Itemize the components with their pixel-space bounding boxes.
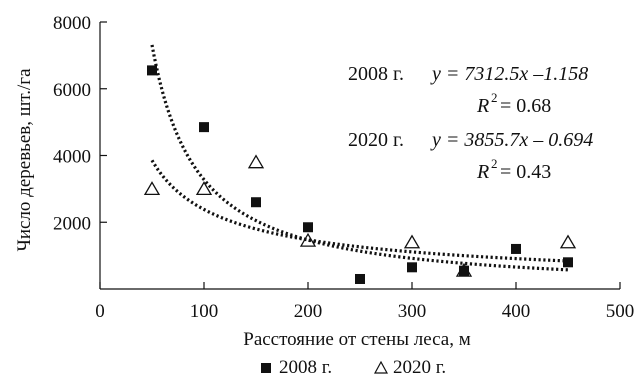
y-ticks: 2000 4000 6000 8000 xyxy=(53,13,107,234)
trend-line-2020 xyxy=(150,159,569,263)
point-2020 xyxy=(195,181,213,196)
point-2008 xyxy=(407,262,417,273)
svg-text:y = 3855.7x – 0.694: y = 3855.7x – 0.694 xyxy=(430,129,593,151)
point-2020 xyxy=(247,154,265,169)
point-2008 xyxy=(563,257,573,268)
legend: 2008 г. 2020 г. xyxy=(261,357,446,378)
x-tick-label: 200 xyxy=(294,301,323,322)
point-2020 xyxy=(299,232,317,247)
point-2008 xyxy=(251,197,261,208)
y-axis-title: Число деревьев, шт./га xyxy=(14,68,35,252)
equation-2020: 2020 г. y = 3855.7x – 0.694 R 2 = 0.43 xyxy=(348,129,593,183)
point-2020 xyxy=(559,234,577,249)
equation-2008: 2008 г. y = 7312.5x –1.158 R 2 = 0.68 xyxy=(348,63,588,117)
x-tick-label: 0 xyxy=(95,301,105,322)
svg-text:2020 г.: 2020 г. xyxy=(348,129,404,151)
data-points xyxy=(143,65,577,284)
svg-text:R: R xyxy=(476,95,489,117)
y-tick-label: 4000 xyxy=(53,147,91,168)
x-tick-label: 300 xyxy=(398,301,427,322)
point-2008 xyxy=(355,273,365,284)
x-axis-title: Расстояние от стены леса, м xyxy=(243,329,470,350)
y-tick-label: 2000 xyxy=(53,213,91,234)
trend-lines xyxy=(150,44,569,272)
legend-label-2008: 2008 г. xyxy=(279,357,332,378)
svg-text:y = 7312.5x –1.158: y = 7312.5x –1.158 xyxy=(430,63,588,85)
point-2008 xyxy=(147,65,157,76)
point-2008 xyxy=(199,122,209,133)
y-tick-label: 6000 xyxy=(53,80,91,101)
legend-label-2020: 2020 г. xyxy=(393,357,446,378)
point-2020 xyxy=(403,234,421,249)
x-tick-label: 100 xyxy=(190,301,219,322)
svg-text:2: 2 xyxy=(491,90,498,105)
point-2008 xyxy=(303,222,313,233)
svg-text:R: R xyxy=(476,161,489,183)
legend-marker-2008 xyxy=(261,363,271,373)
point-2008 xyxy=(459,265,469,276)
svg-text:= 0.68: = 0.68 xyxy=(500,95,551,117)
legend-marker-2020 xyxy=(373,360,389,374)
trend-line-2008 xyxy=(150,44,569,272)
svg-text:2: 2 xyxy=(491,156,498,171)
point-2020 xyxy=(455,262,473,277)
svg-text:2008 г.: 2008 г. xyxy=(348,63,404,85)
x-tick-label: 500 xyxy=(606,301,635,322)
x-ticks: 0 100 200 300 400 500 xyxy=(95,282,634,322)
svg-text:= 0.43: = 0.43 xyxy=(500,161,551,183)
x-tick-label: 400 xyxy=(502,301,531,322)
y-tick-label: 8000 xyxy=(53,13,91,34)
point-2008 xyxy=(511,243,521,254)
point-2020 xyxy=(143,181,161,196)
